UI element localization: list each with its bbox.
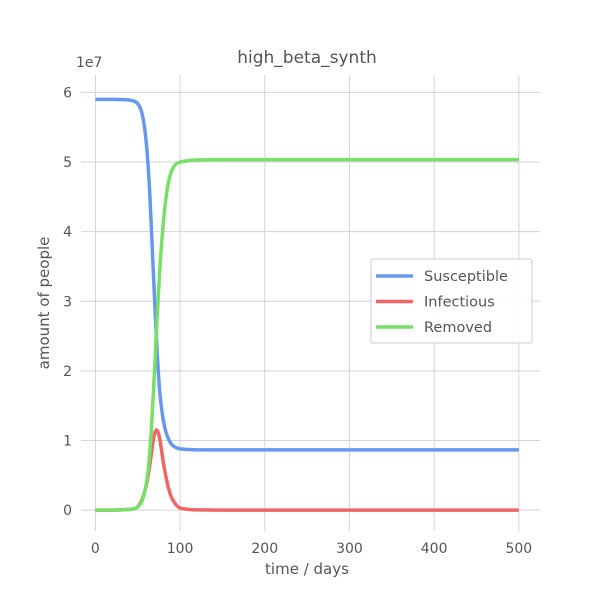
x-tick-label-4: 400 [421,541,448,557]
chart-title: high_beta_synth [237,48,377,68]
legend-label-removed: Removed [424,320,492,336]
y-axis-label: amount of people [35,237,53,370]
y-tick-label-5: 5 [63,155,72,171]
y-tick-label-6: 6 [63,85,72,101]
series-line-removed [95,157,519,512]
y-tick-label-2: 2 [63,364,72,380]
legend-label-susceptible: Susceptible [424,269,508,285]
x-tick-label-3: 300 [336,541,363,557]
x-tick-label-5: 500 [505,541,532,557]
y-tick-label-1: 1 [63,433,72,449]
series-line-infectious [95,428,519,512]
x-tick-label-1: 100 [167,541,194,557]
y-axis-offset-label: 1e7 [76,55,102,71]
y-tick-label-0: 0 [63,503,72,519]
y-tick-label-4: 4 [63,225,72,241]
x-tick-label-2: 200 [251,541,278,557]
y-tick-label-3: 3 [63,294,72,310]
x-axis-label: time / days [265,560,349,578]
legend-label-infectious: Infectious [424,295,495,311]
series-line-susceptible [95,97,519,452]
tick-labels: 0 100 200 300 400 500 0 1 2 3 4 5 6 [63,85,532,557]
series-lines [95,97,519,512]
x-tick-label-0: 0 [91,541,100,557]
legend: Susceptible Infectious Removed [370,258,533,344]
legend-box [370,258,533,344]
